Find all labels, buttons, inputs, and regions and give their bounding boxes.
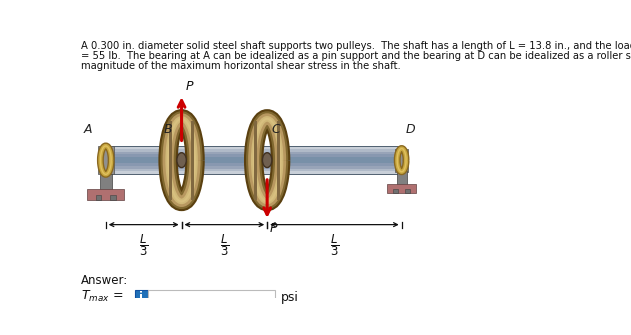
Bar — [393, 189, 398, 193]
Bar — [106, 146, 401, 149]
Text: A 0.300 in. diameter solid steel shaft supports two pulleys.  The shaft has a le: A 0.300 in. diameter solid steel shaft s… — [81, 42, 631, 52]
Bar — [87, 189, 124, 200]
Bar — [106, 154, 401, 157]
Text: P: P — [269, 222, 277, 235]
Bar — [405, 189, 410, 193]
Bar — [98, 146, 114, 174]
Bar — [168, 121, 172, 200]
Text: B: B — [164, 123, 173, 136]
Text: A: A — [83, 123, 92, 136]
Bar — [191, 121, 194, 200]
Bar — [106, 169, 401, 172]
Bar — [397, 171, 406, 185]
Text: magnitude of the maximum horizontal shear stress in the shaft.: magnitude of the maximum horizontal shea… — [81, 61, 401, 71]
Bar — [148, 290, 275, 306]
Bar — [106, 166, 401, 169]
Bar — [95, 195, 102, 200]
Bar — [100, 174, 112, 190]
Bar — [395, 148, 408, 172]
Text: psi: psi — [281, 291, 298, 305]
Text: C: C — [271, 123, 280, 136]
Text: D: D — [406, 123, 415, 136]
Bar — [110, 195, 116, 200]
Bar — [106, 163, 401, 166]
Text: $\dfrac{L}{3}$: $\dfrac{L}{3}$ — [329, 232, 339, 258]
Bar — [135, 290, 148, 306]
Ellipse shape — [177, 153, 186, 168]
Text: $\dfrac{L}{3}$: $\dfrac{L}{3}$ — [139, 232, 148, 258]
Text: P: P — [186, 80, 193, 93]
Bar — [106, 152, 401, 154]
Bar — [106, 160, 401, 163]
Bar — [106, 157, 401, 160]
Bar — [277, 121, 280, 200]
Bar — [106, 149, 401, 152]
Bar — [106, 172, 401, 174]
Text: i: i — [139, 291, 143, 305]
Ellipse shape — [262, 153, 272, 168]
Bar — [106, 146, 401, 174]
Bar — [387, 184, 416, 193]
Bar — [254, 121, 257, 200]
Text: Answer:: Answer: — [81, 274, 129, 287]
Text: $T_{max}$ =: $T_{max}$ = — [81, 289, 125, 304]
Text: $\dfrac{L}{3}$: $\dfrac{L}{3}$ — [220, 232, 229, 258]
Text: = 55 lb.  The bearing at A can be idealized as a pin support and the bearing at : = 55 lb. The bearing at A can be idealiz… — [81, 51, 631, 61]
